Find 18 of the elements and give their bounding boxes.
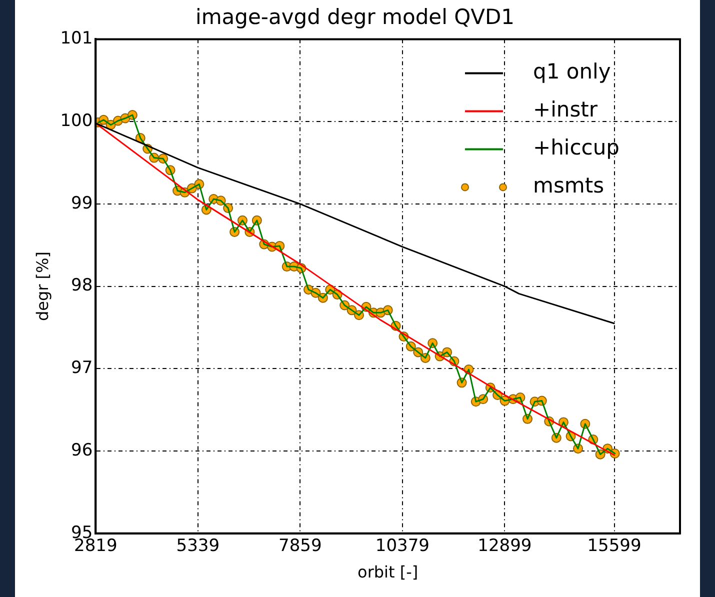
x-tick-label: 12899 xyxy=(478,536,532,556)
x-tick-label: 5339 xyxy=(176,536,220,556)
x-tick-label: 7859 xyxy=(278,536,322,556)
y-tick-label: 96 xyxy=(71,440,93,460)
chart-title: image-avgd degr model QVD1 xyxy=(196,5,514,30)
x-tick-label: 10379 xyxy=(375,536,430,556)
x-axis-title: orbit [-] xyxy=(358,562,418,582)
y-tick-label: 97 xyxy=(71,358,93,378)
y-axis-title: degr [%] xyxy=(32,252,52,322)
y-tick-label: 99 xyxy=(71,193,93,214)
legend-label: +hiccup xyxy=(533,136,620,160)
y-tick-label: 101 xyxy=(60,28,93,49)
legend-label: +instr xyxy=(533,98,598,122)
y-tick-label: 98 xyxy=(71,276,93,296)
legend-label: q1 only xyxy=(533,60,611,84)
x-tick-label: 15599 xyxy=(587,536,642,556)
y-tick-label: 100 xyxy=(60,110,93,131)
legend-label: msmts xyxy=(533,174,604,198)
